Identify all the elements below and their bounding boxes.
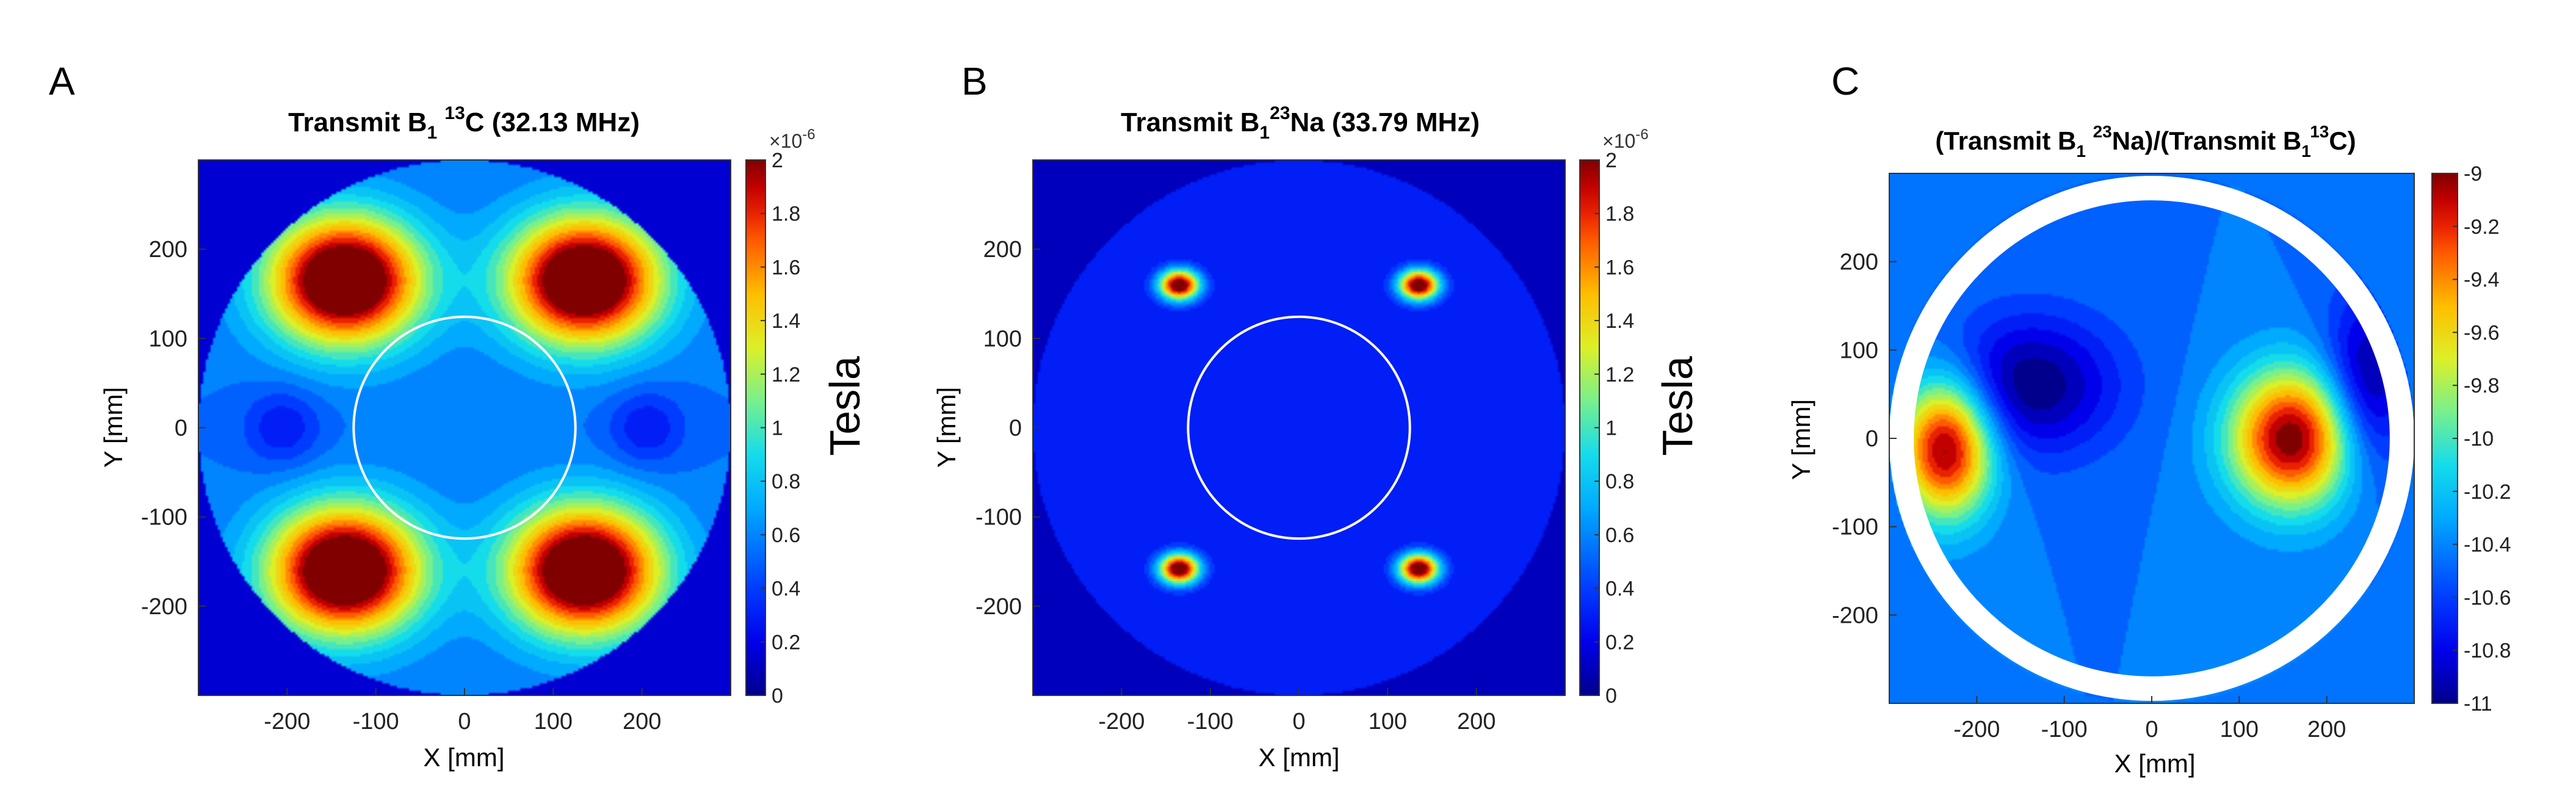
colorbar-tick-label: 1 (1605, 417, 1617, 440)
x-tick-label: 0 (458, 709, 471, 734)
x-tick-label: 100 (1369, 709, 1407, 734)
colorbar-tick-label: 1.4 (772, 310, 800, 333)
x-tick-label: -100 (2041, 717, 2088, 742)
colorbar-tick-label: 0.8 (1605, 470, 1634, 493)
colorbar-tick-label: -10.4 (2464, 534, 2511, 557)
colorbar-tick-label: -11 (2464, 692, 2492, 716)
panel-title: Transmit B123Na (33.79 MHz) (1121, 103, 1480, 143)
colorbar-tick-label: -9 (2464, 162, 2482, 186)
y-tick-label: 0 (1009, 416, 1022, 441)
y-tick-label: -100 (1832, 515, 1878, 540)
x-axis-label: X [mm] (2115, 749, 2196, 778)
x-tick-label: -100 (353, 709, 399, 734)
colorbar-tick-label: 1 (772, 417, 783, 440)
colorbar-tick-label: 1.2 (1605, 363, 1634, 386)
colorbar-tick-label: 1.8 (1605, 203, 1634, 226)
x-tick-label: 100 (2220, 717, 2259, 742)
x-tick-label: -200 (1953, 717, 2000, 742)
x-tick-label: 200 (623, 709, 661, 734)
colorbar-tick-label: -9.8 (2464, 374, 2500, 397)
x-tick-label: -100 (1187, 709, 1234, 734)
panel-label: C (1831, 59, 1859, 103)
panel-c: C (Transmit B1 23Na)/(Transmit B113C) -2… (1787, 59, 2511, 778)
colorbar-tick-label: -9.6 (2464, 321, 2500, 344)
y-tick-label: 200 (149, 237, 187, 263)
colorbar-multiplier: ×10-6 (769, 126, 816, 152)
colorbar-tick-label: 1.8 (772, 203, 800, 226)
colorbar-tick-label: -10.8 (2464, 639, 2511, 662)
panel-label: B (961, 59, 988, 103)
x-axis-label: X [mm] (1259, 743, 1340, 772)
colorbar-tick-label: 2 (772, 149, 783, 172)
y-axis-label: Y [mm] (932, 387, 961, 468)
colorbar-label: Tesla (821, 356, 869, 455)
y-tick-label: -100 (975, 505, 1022, 531)
colorbar-tick-label: 0.6 (772, 524, 800, 547)
colorbar-tick-label: -9.2 (2464, 216, 2500, 239)
x-axis-label: X [mm] (424, 743, 505, 772)
colorbar-tick-label: 1.6 (772, 256, 800, 279)
x-tick-label: -200 (264, 709, 310, 734)
y-tick-label: -200 (141, 594, 187, 620)
colorbar-tick-label: 1.2 (772, 363, 800, 386)
x-tick-label: 0 (1292, 709, 1305, 734)
overlay-circle (352, 315, 577, 540)
colorbar-tick-label: -10 (2464, 427, 2494, 451)
colorbar-tick-label: -10.2 (2464, 480, 2511, 504)
colorbar-tick-label: -9.4 (2464, 269, 2500, 292)
y-tick-label: 200 (983, 237, 1022, 263)
colorbar-tick-label: 0 (772, 684, 783, 708)
y-tick-label: -100 (141, 505, 187, 531)
y-axis-label: Y [mm] (99, 387, 128, 468)
colorbar-tick-label: -10.6 (2464, 586, 2511, 609)
y-tick-label: 100 (1840, 338, 1878, 363)
y-tick-label: 0 (175, 416, 187, 441)
y-tick-label: 100 (983, 326, 1022, 352)
colorbar-tick-label: 0.2 (1605, 631, 1634, 654)
panel-title: (Transmit B1 23Na)/(Transmit B113C) (1935, 122, 2356, 161)
colorbar-tick-label: 0.4 (1605, 578, 1634, 601)
x-tick-label: -200 (1098, 709, 1145, 734)
colorbar-tick-label: 2 (1605, 149, 1617, 172)
panel-label: A (49, 59, 75, 103)
y-axis-label: Y [mm] (1787, 399, 1815, 480)
mask-ring (1889, 176, 2414, 701)
colorbar-tick-label: 0.2 (772, 631, 800, 654)
colorbar-tick-label: 0.6 (1605, 524, 1634, 547)
y-tick-label: 200 (1840, 250, 1878, 275)
y-tick-label: 100 (149, 326, 187, 352)
heatmap-field (198, 160, 731, 695)
x-tick-label: 0 (2145, 717, 2158, 742)
colorbar-tick-label: 0.4 (772, 578, 800, 601)
colorbar-label: Tesla (1654, 356, 1701, 455)
panel-a: A Transmit B1 13C (32.13 MHz) -200 -100 0 1… (49, 59, 869, 772)
y-tick-label: -200 (975, 594, 1022, 620)
colorbar-multiplier: ×10-6 (1602, 126, 1649, 152)
y-tick-label: -200 (1832, 603, 1878, 628)
overlay-circle (1187, 315, 1411, 540)
y-tick-label: 0 (1865, 426, 1878, 452)
colorbar-tick-label: 1.6 (1605, 256, 1634, 279)
colorbar-tick-label: 0.8 (772, 470, 800, 493)
colorbar-tick-label: 1.4 (1605, 310, 1634, 333)
x-tick-label: 200 (2307, 717, 2346, 742)
panel-b: B Transmit B123Na (33.79 MHz) -200 -100 0 1… (932, 59, 1701, 772)
x-tick-label: 100 (534, 709, 573, 734)
heatmap-field (1033, 160, 1565, 695)
colorbar-tick-label: 0 (1605, 684, 1617, 708)
panel-title: Transmit B1 13C (32.13 MHz) (288, 103, 640, 143)
x-tick-label: 200 (1457, 709, 1496, 734)
